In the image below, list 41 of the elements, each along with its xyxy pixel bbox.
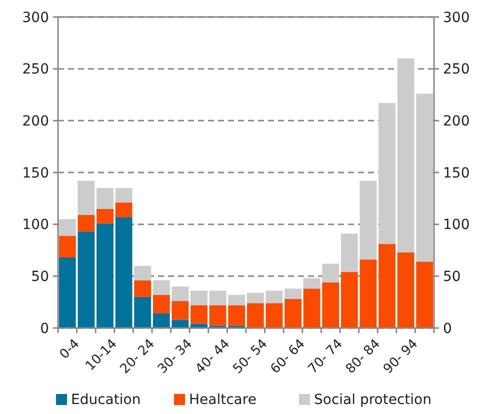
y2-tick-label: 250: [443, 62, 470, 78]
y-tick-label: 50: [31, 269, 49, 286]
y2-tick-label: 200: [443, 114, 470, 130]
legend-label: Education: [71, 392, 141, 408]
bar: [96, 208, 114, 224]
bar: [134, 266, 152, 280]
y-tick-label: 0: [40, 320, 49, 337]
x-tick-label: 30- 34: [155, 336, 196, 377]
bar: [284, 288, 302, 299]
y-tick-label: 250: [22, 62, 49, 78]
y2-tick-label: 0: [443, 320, 452, 337]
bar: [378, 103, 396, 244]
y2-tick-label: 300: [443, 10, 470, 26]
bar: [190, 305, 208, 324]
x-tick-label: 20- 24: [118, 336, 158, 377]
x-tick-label: 60- 64: [268, 336, 308, 377]
y-tick-label: 100: [22, 217, 49, 234]
bar: [190, 290, 208, 306]
y-tick-label: 200: [22, 114, 49, 130]
y2-tick-label: 50: [443, 269, 461, 286]
bar: [58, 236, 76, 258]
y-tick-label: 150: [22, 165, 49, 182]
bar: [78, 180, 95, 216]
y2-tick-label: 150: [443, 165, 470, 182]
bar: [115, 202, 132, 218]
bar: [78, 215, 95, 232]
x-tick-label: 80- 84: [343, 336, 384, 377]
x-tick-label: 0-4: [57, 336, 83, 362]
x-tick-label: 90- 94: [380, 336, 422, 377]
bar: [96, 223, 114, 328]
bar: [134, 280, 152, 297]
x-tick-label: 70- 74: [306, 336, 346, 377]
y-tick-label: 300: [22, 10, 49, 26]
bar: [115, 188, 132, 203]
bar: [284, 298, 302, 328]
legend-label: Healtcare: [189, 392, 256, 408]
bar: [96, 188, 114, 209]
y2-tick-label: 100: [443, 217, 470, 234]
bar: [58, 219, 76, 236]
bar: [378, 244, 396, 328]
legend-label: Social protection: [314, 392, 432, 408]
